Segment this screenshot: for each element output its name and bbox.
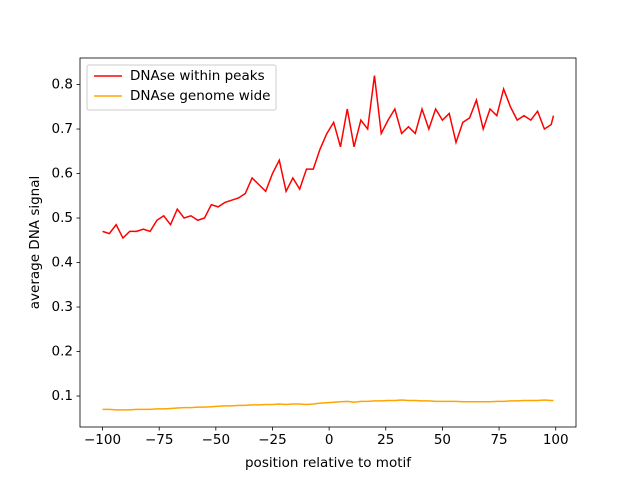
x-tick-label: −25 — [258, 432, 287, 448]
x-tick-label: 0 — [325, 432, 334, 448]
y-tick-label: 0.3 — [52, 299, 73, 315]
y-tick-label: 0.8 — [52, 77, 73, 93]
x-tick-label: 75 — [490, 432, 507, 448]
y-axis-label: average DNA signal — [27, 176, 43, 310]
y-tick-label: 0.4 — [52, 255, 73, 271]
legend-box — [86, 64, 277, 111]
y-tick-label: 0.2 — [52, 344, 73, 360]
data-line — [102, 399, 554, 411]
data-line — [102, 75, 555, 240]
x-tick-label: 50 — [434, 432, 451, 448]
legend-label: DNAse genome wide — [130, 88, 270, 104]
y-tick-label: 0.7 — [52, 121, 73, 137]
y-tick-label: 0.1 — [52, 388, 73, 404]
x-tick-label: 100 — [543, 432, 569, 448]
x-tick-label: −100 — [84, 432, 121, 448]
x-tick-label: 25 — [377, 432, 394, 448]
x-tick-label: −50 — [202, 432, 231, 448]
legend-label: DNAse within peaks — [130, 68, 265, 84]
x-tick-label: −75 — [145, 432, 174, 448]
y-tick-label: 0.6 — [52, 166, 73, 182]
x-axis-label: position relative to motif — [245, 455, 412, 471]
y-tick-label: 0.5 — [52, 210, 73, 226]
plot-frame — [79, 57, 577, 428]
